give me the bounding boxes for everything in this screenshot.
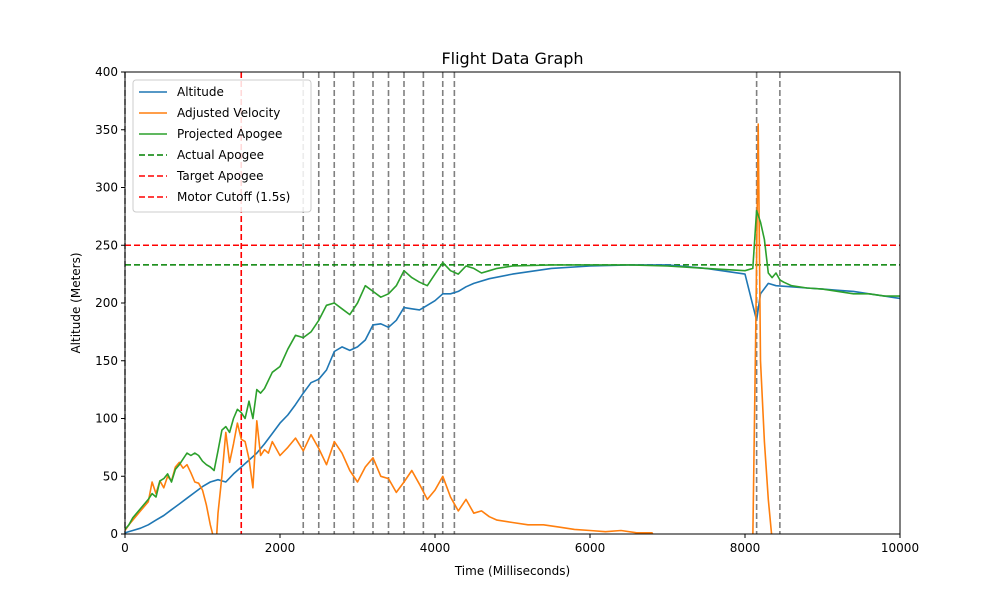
legend-label: Altitude bbox=[177, 85, 224, 99]
x-tick-label: 8000 bbox=[730, 541, 761, 555]
y-tick-label: 150 bbox=[95, 354, 118, 368]
x-tick-label: 2000 bbox=[265, 541, 296, 555]
y-axis-title: Altitude (Meters) bbox=[69, 252, 83, 353]
y-tick-label: 250 bbox=[95, 238, 118, 252]
series-line bbox=[125, 209, 900, 530]
legend-label: Adjusted Velocity bbox=[177, 106, 280, 120]
legend-label: Projected Apogee bbox=[177, 127, 282, 141]
legend: Altitude Adjusted Velocity Projected Apoge… bbox=[132, 79, 312, 213]
series-line bbox=[125, 123, 773, 534]
x-axis: 0 2000 4000 6000 8000 10000 bbox=[121, 534, 919, 555]
legend-label: Motor Cutoff (1.5s) bbox=[177, 190, 290, 204]
x-axis-title: Time (Milliseconds) bbox=[454, 564, 570, 578]
y-tick-label: 400 bbox=[95, 65, 118, 79]
legend-box bbox=[132, 79, 312, 213]
x-tick-label: 10000 bbox=[881, 541, 919, 555]
series-lines bbox=[125, 123, 900, 534]
y-tick-label: 50 bbox=[103, 469, 118, 483]
y-tick-label: 100 bbox=[95, 412, 118, 426]
y-tick-label: 0 bbox=[110, 527, 118, 541]
legend-label: Target Apogee bbox=[176, 169, 264, 183]
y-tick-label: 350 bbox=[95, 123, 118, 137]
y-tick-label: 300 bbox=[95, 181, 118, 195]
series-line bbox=[125, 264, 900, 534]
y-axis: 0 50 100 150 200 250 300 350 400 bbox=[95, 65, 125, 541]
x-tick-label: 4000 bbox=[420, 541, 451, 555]
legend-label: Actual Apogee bbox=[177, 148, 264, 162]
y-tick-label: 200 bbox=[95, 296, 118, 310]
x-tick-label: 6000 bbox=[575, 541, 606, 555]
x-tick-label: 0 bbox=[121, 541, 129, 555]
chart-title: Flight Data Graph bbox=[441, 49, 583, 68]
event-lines bbox=[124, 72, 781, 534]
